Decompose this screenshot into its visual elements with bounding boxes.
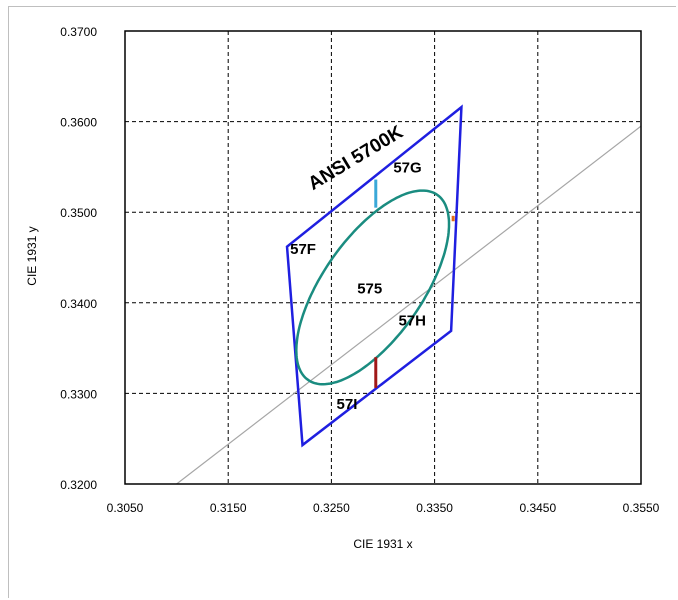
region-label-57f: 57F	[290, 241, 316, 258]
x-tick-label: 0.3250	[313, 501, 350, 515]
y-tick-label: 0.3400	[60, 297, 97, 311]
plot-layer: 57G 57F 575 57H 57I ANSI 5700K	[124, 30, 642, 485]
plot-clipped	[176, 104, 641, 484]
ansi-quadrangle	[285, 104, 463, 448]
x-axis-title: CIE 1931 x	[353, 537, 412, 551]
y-tick-label: 0.3200	[60, 478, 97, 492]
blackbody-locus-line	[176, 125, 641, 484]
grid-layer	[125, 31, 641, 484]
tick-layer: 0.3050 0.3150 0.3250 0.3350 0.3450 0.3550 0.32…	[60, 25, 659, 515]
region-label-57g: 57G	[393, 159, 421, 176]
y-tick-label: 0.3700	[60, 25, 97, 39]
y-tick-label: 0.3500	[60, 206, 97, 220]
chart-frame	[8, 6, 676, 598]
x-tick-label: 0.3550	[623, 501, 660, 515]
macadam-ellipse	[295, 189, 451, 386]
region-label-57h: 57H	[398, 312, 426, 329]
plot-border	[124, 30, 642, 485]
x-tick-label: 0.3050	[107, 501, 144, 515]
x-tick-label: 0.3350	[416, 501, 453, 515]
x-tick-label: 0.3150	[210, 501, 247, 515]
x-tick-label: 0.3450	[519, 501, 556, 515]
ansi-5700k-label: ANSI 5700K	[305, 122, 407, 195]
y-axis-title: CIE 1931 y	[25, 226, 39, 285]
y-tick-label: 0.3300	[60, 387, 97, 401]
y-tick-label: 0.3600	[60, 116, 97, 130]
region-label-57i: 57I	[337, 396, 358, 413]
region-label-575: 575	[357, 281, 382, 298]
